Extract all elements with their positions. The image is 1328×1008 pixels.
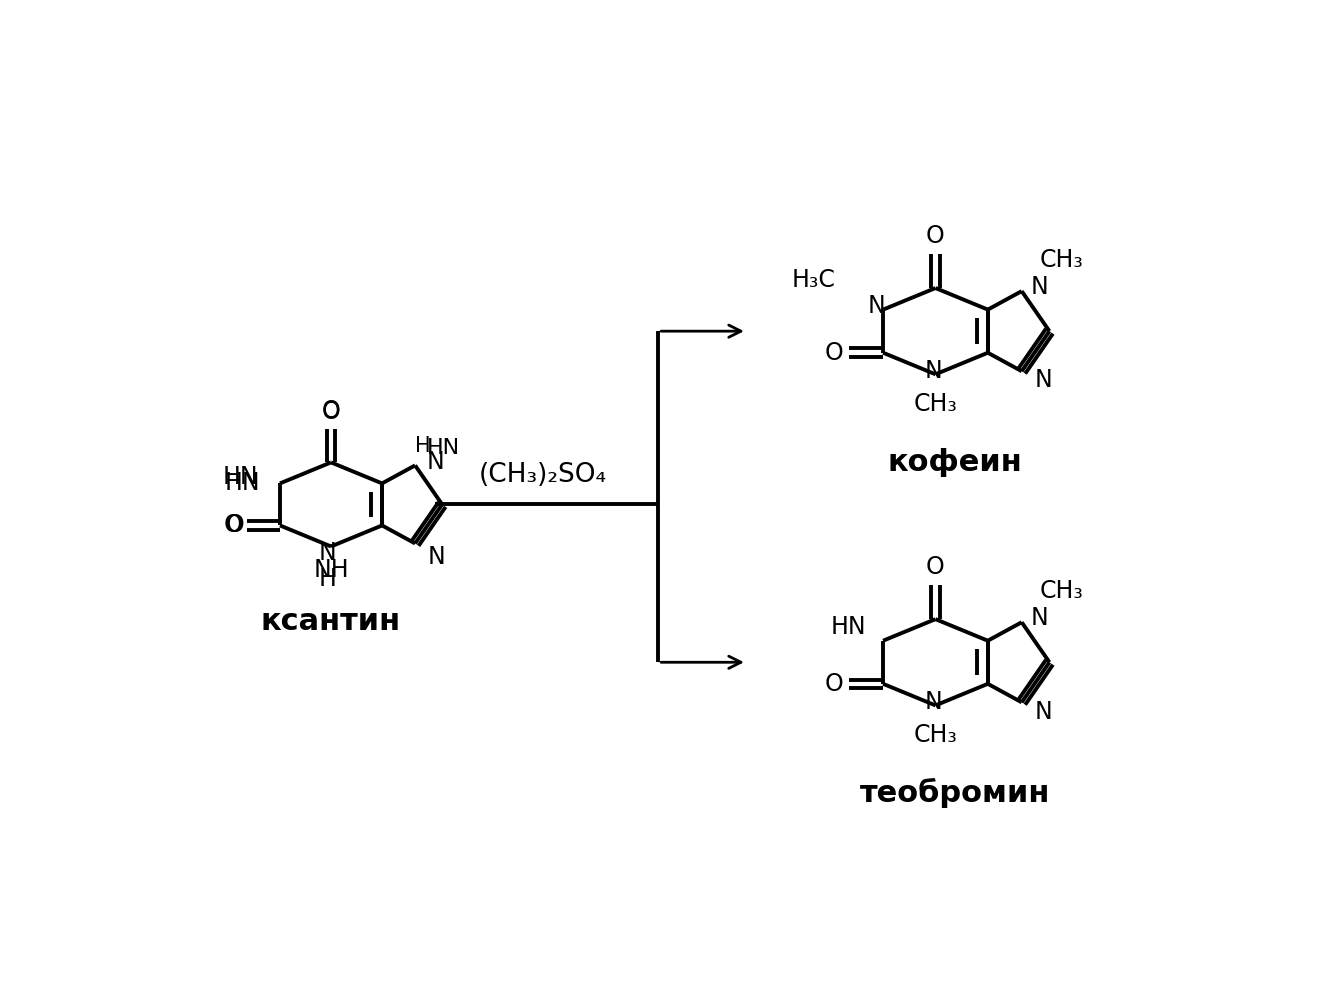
Text: N: N — [1031, 275, 1049, 299]
Text: кофеин: кофеин — [887, 448, 1023, 477]
Text: O: O — [321, 400, 340, 424]
Text: O: O — [926, 224, 944, 248]
Text: CH₃: CH₃ — [914, 723, 957, 747]
Text: N: N — [428, 545, 445, 570]
Text: CH₃: CH₃ — [914, 391, 957, 415]
Text: N: N — [1035, 700, 1052, 724]
Text: HN: HN — [830, 615, 866, 639]
Text: N: N — [1035, 369, 1052, 392]
Text: N: N — [869, 293, 886, 318]
Text: ксантин: ксантин — [262, 607, 401, 636]
Text: HN: HN — [223, 466, 259, 489]
Text: H: H — [319, 566, 336, 591]
Text: N: N — [426, 450, 445, 474]
Text: O: O — [321, 399, 340, 423]
Text: (CH₃)₂SO₄: (CH₃)₂SO₄ — [478, 462, 607, 488]
Text: O: O — [223, 513, 243, 537]
Text: N: N — [926, 690, 943, 715]
Text: CH₃: CH₃ — [1040, 248, 1084, 272]
Text: H: H — [414, 436, 430, 457]
Text: N: N — [319, 540, 336, 564]
Text: NH: NH — [313, 557, 349, 582]
Text: HN: HN — [426, 438, 459, 459]
Text: CH₃: CH₃ — [1040, 580, 1084, 604]
Text: O: O — [825, 341, 843, 365]
Text: O: O — [825, 671, 843, 696]
Text: H₃C: H₃C — [791, 268, 835, 292]
Text: N: N — [926, 359, 943, 383]
Text: N: N — [1031, 607, 1049, 630]
Text: O: O — [926, 554, 944, 579]
Text: O: O — [226, 513, 244, 537]
Text: теобромин: теобромин — [859, 778, 1050, 808]
Text: HN: HN — [224, 472, 260, 495]
